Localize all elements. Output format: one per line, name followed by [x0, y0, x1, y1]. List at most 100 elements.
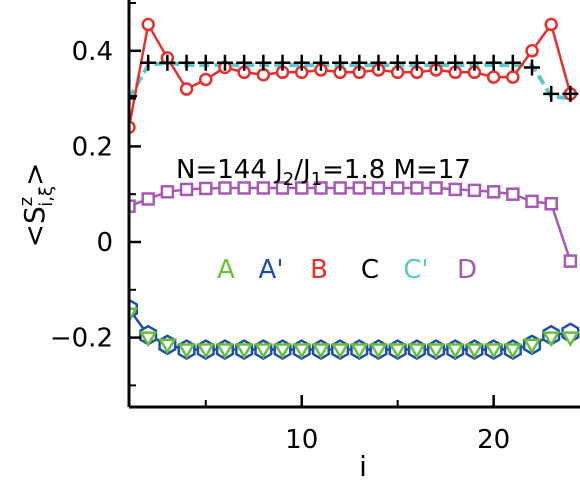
data-point [390, 181, 405, 195]
data-point [429, 181, 443, 195]
data-point [426, 343, 446, 360]
data-point [448, 182, 463, 197]
data-point [410, 181, 424, 195]
data-point [562, 85, 579, 102]
data-point [544, 197, 558, 211]
data-point [350, 343, 369, 360]
data-point [312, 54, 329, 71]
data-point [159, 54, 176, 71]
data-point [543, 85, 560, 102]
data-point [465, 343, 484, 360]
data-point [293, 54, 310, 71]
data-point [563, 254, 578, 268]
y-tick-label: 0.2 [72, 132, 113, 162]
data-point [503, 343, 523, 360]
data-point [407, 343, 427, 360]
legend-label: C' [403, 255, 428, 285]
data-point [160, 185, 175, 199]
data-point [351, 54, 368, 71]
data-point [215, 343, 235, 360]
data-point [370, 54, 387, 71]
data-point [466, 54, 483, 71]
data-point [389, 54, 406, 71]
data-point [234, 343, 254, 360]
data-point [255, 54, 272, 71]
data-point [129, 88, 137, 105]
data-point [525, 194, 539, 209]
legend-label: D [457, 255, 477, 285]
data-point [274, 54, 291, 71]
data-point [408, 54, 425, 71]
data-point [199, 72, 213, 87]
data-point [292, 343, 311, 360]
data-point [178, 54, 195, 71]
data-point [179, 82, 194, 96]
data-point [485, 54, 502, 71]
data-point [428, 54, 445, 71]
series-layer [129, 17, 580, 360]
text-layer: −0.2 0 0.2 0.4 10 20 i <Szi,ξ> N=144 J2/J1=1.8 M… [16, 37, 510, 481]
data-point [333, 181, 347, 195]
data-point [524, 59, 541, 76]
data-point [199, 181, 213, 196]
data-point [216, 54, 233, 71]
data-point [140, 54, 157, 71]
data-point [330, 343, 350, 360]
series-line [129, 186, 572, 262]
data-point [388, 343, 407, 360]
series-line [129, 60, 571, 101]
data-point [197, 54, 214, 71]
data-point [256, 67, 271, 82]
data-point [254, 343, 273, 360]
data-point [294, 181, 309, 195]
series-cp [129, 60, 571, 101]
data-point [237, 181, 251, 195]
data-point [447, 54, 464, 71]
x-tick-label: 20 [477, 425, 510, 455]
data-point [486, 185, 501, 199]
data-point [311, 343, 331, 360]
data-point [446, 343, 465, 360]
legend-label: A [217, 255, 235, 285]
data-point [141, 192, 155, 206]
data-point [369, 343, 388, 360]
series-c [129, 54, 579, 105]
data-point [129, 307, 139, 324]
data-point [544, 17, 558, 32]
y-tick-label: −0.2 [50, 324, 113, 354]
data-point [352, 181, 367, 195]
data-point [542, 331, 561, 348]
data-point [196, 343, 215, 360]
legend-label: A' [259, 255, 284, 285]
data-point [525, 44, 539, 58]
data-point [158, 338, 177, 355]
data-point [256, 181, 271, 195]
series-a [129, 307, 580, 360]
annotation: N=144 J2/J1=1.8 M=17 [176, 155, 471, 190]
data-point [561, 331, 580, 348]
series-line [129, 20, 572, 128]
data-point [141, 17, 155, 32]
data-point [273, 343, 292, 360]
y-tick-label: 0.4 [72, 37, 113, 67]
axes [127, 0, 580, 409]
data-point [332, 54, 349, 71]
series-b [129, 17, 578, 135]
data-point [177, 343, 196, 360]
data-point [504, 54, 521, 71]
x-tick-label: 10 [285, 425, 318, 455]
data-point [484, 343, 503, 360]
data-point [486, 70, 501, 84]
data-point [129, 199, 136, 213]
data-point [139, 331, 158, 348]
data-point [506, 187, 520, 201]
x-axis-label: i [359, 450, 367, 481]
data-point [179, 182, 194, 197]
series-d [129, 181, 578, 268]
data-point [506, 70, 520, 84]
data-point [522, 338, 542, 355]
legend-label: C [361, 255, 379, 285]
y-axis-label: <Szi,ξ> [16, 163, 57, 248]
data-point [371, 181, 386, 195]
y-tick-label: 0 [96, 228, 113, 258]
